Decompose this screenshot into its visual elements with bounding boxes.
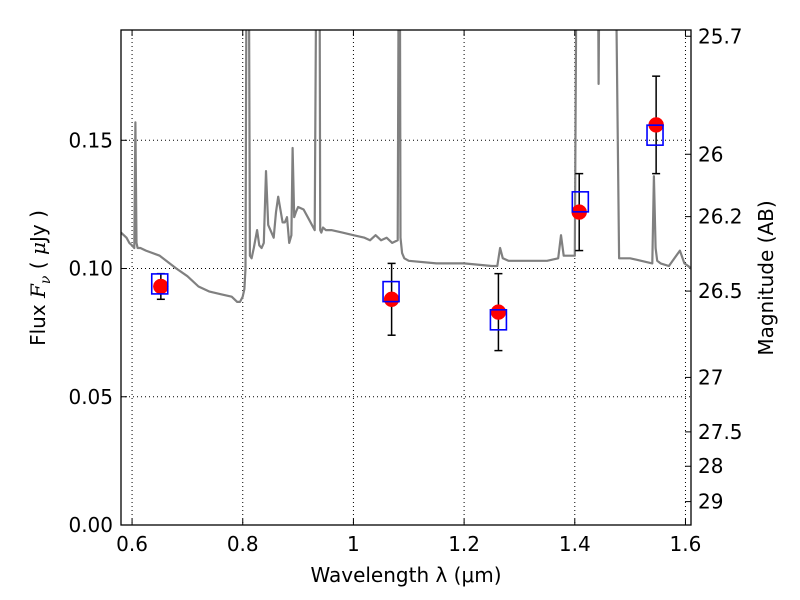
plot-layer: [121, 30, 691, 303]
x-tick-label: 1.2: [448, 532, 480, 556]
y-axis-label-part-1: Flux: [26, 298, 50, 346]
y-tick-label: 0.05: [68, 385, 113, 409]
y2-tick-label: 26.2: [698, 205, 743, 229]
y-tick-label: 0.00: [68, 513, 113, 537]
x-tick-label: 1: [347, 532, 360, 556]
model-point: [571, 191, 590, 213]
ticks: 0.6 0.8 1 1.2 1.4 1.6 0.00 0.05 0.10 0.15 25.7 26 26…: [68, 24, 742, 556]
spectrum-line: [121, 30, 691, 303]
model-point: [646, 124, 664, 146]
y-axis-label-part-5: Jy ): [26, 210, 50, 244]
y-axis-label-mu: μ: [26, 242, 50, 255]
model-point: [150, 273, 169, 295]
y-axis-label-part-3: (: [26, 255, 50, 276]
y-axis-label-symbol: F: [26, 283, 50, 299]
y2-tick-label: 29: [698, 490, 723, 514]
plot-area: [121, 30, 691, 525]
y-tick-label: 0.15: [68, 128, 113, 152]
y2-tick-label: 25.7: [698, 24, 743, 48]
y2-tick-label: 26: [698, 142, 723, 166]
model-point: [382, 280, 400, 303]
y2-tick-label: 27: [698, 365, 723, 389]
model-point: [489, 309, 508, 331]
x-tick-label: 0.8: [227, 532, 259, 556]
plot-frame: [120, 29, 692, 526]
y-axis-label: Flux Fν ( μJy ): [26, 210, 54, 346]
y-axis-label-subscript: ν: [38, 275, 54, 284]
y2-tick-label: 27.5: [698, 420, 743, 444]
overlay-layer: [150, 75, 664, 352]
observed-point: [383, 291, 400, 308]
y-tick-label: 0.10: [68, 257, 113, 281]
x-tick-label: 1.4: [559, 532, 591, 556]
observed-point: [490, 304, 507, 320]
x-tick-label: 1.6: [670, 532, 702, 556]
observed-point: [153, 278, 169, 295]
x-axis-label: Wavelength λ (μm): [310, 563, 501, 587]
y2-tick-label: 28: [698, 454, 723, 478]
y2-tick-label: 26.5: [698, 279, 743, 303]
x-tick-label: 0.6: [116, 532, 148, 556]
y2-axis-label: Magnitude (AB): [754, 200, 778, 355]
